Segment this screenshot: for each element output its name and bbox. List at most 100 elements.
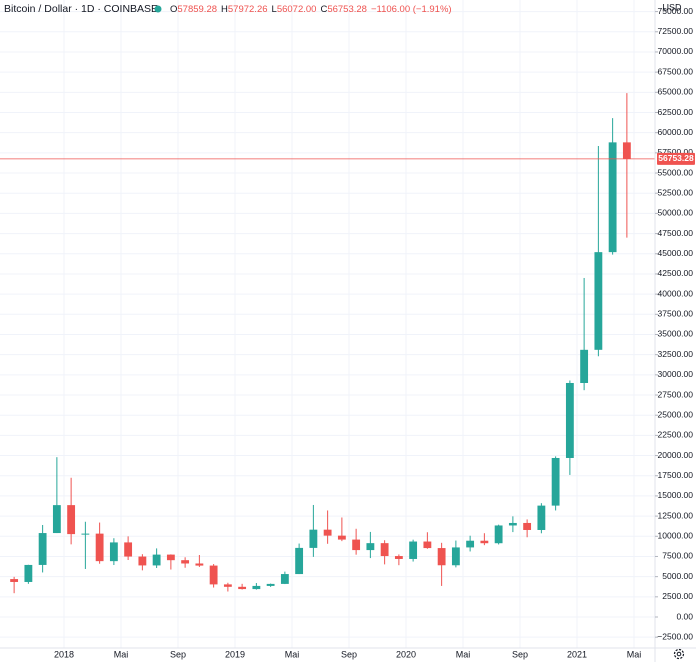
y-tick-label: 12500.00 xyxy=(658,510,694,520)
candle-body xyxy=(565,382,574,458)
candle-body xyxy=(337,535,346,540)
y-tick-label: 57500.00 xyxy=(658,147,694,157)
y-tick-label: 40000.00 xyxy=(658,288,694,298)
y-tick-label: 52500.00 xyxy=(658,187,694,197)
y-tick-label: 45000.00 xyxy=(658,248,694,258)
candle-body xyxy=(622,142,631,159)
candle-body xyxy=(95,533,104,562)
y-tick-label: 0.00 xyxy=(676,611,693,621)
ohlc-key: H xyxy=(221,4,228,15)
candle-body xyxy=(52,505,61,534)
candle-body xyxy=(537,505,546,530)
x-tick-label: Sep xyxy=(341,649,357,659)
y-tick-label: 20000.00 xyxy=(658,450,694,460)
grid xyxy=(0,0,655,648)
candle-body xyxy=(209,565,218,585)
candle-body xyxy=(594,252,603,350)
y-tick-label: 55000.00 xyxy=(658,167,694,177)
y-tick-label: 15000.00 xyxy=(658,490,694,500)
y-tick-label: 67500.00 xyxy=(658,66,694,76)
ohlc-key: O xyxy=(170,4,177,15)
y-tick-label: 2500.00 xyxy=(662,591,693,601)
candle-body xyxy=(494,525,503,544)
y-tick-label: 25000.00 xyxy=(658,409,694,419)
candle-body xyxy=(352,539,361,551)
ohlc-key: L xyxy=(272,4,277,15)
candle-body xyxy=(437,548,446,566)
candle-body xyxy=(380,543,389,557)
candle-body xyxy=(166,554,175,561)
y-tick-label: 27500.00 xyxy=(658,389,694,399)
x-tick-label: Mai xyxy=(114,649,129,659)
x-tick-label: 2018 xyxy=(54,649,74,659)
y-tick-label: 22500.00 xyxy=(658,430,694,440)
candle-body xyxy=(252,585,261,590)
gear-inner[interactable] xyxy=(676,651,682,657)
candle-body xyxy=(551,457,560,506)
ohlc-value: 57972.26 xyxy=(228,4,268,15)
y-tick-label: 47500.00 xyxy=(658,228,694,238)
candle-body xyxy=(295,547,304,575)
x-tick-label: Sep xyxy=(512,649,528,659)
candle-body xyxy=(266,583,275,586)
x-tick-label: 2019 xyxy=(225,649,245,659)
ohlc-value: 56753.28 xyxy=(327,4,367,15)
market-status xyxy=(154,5,162,13)
candle-body xyxy=(409,541,418,559)
x-tick-label: 2020 xyxy=(396,649,416,659)
y-tick-label: 5000.00 xyxy=(662,571,693,581)
candle-body xyxy=(608,142,617,253)
y-tick-label: 7500.00 xyxy=(662,551,693,561)
gear-outer[interactable] xyxy=(673,648,685,660)
x-tick-label: Sep xyxy=(170,649,186,659)
y-tick-label: 62500.00 xyxy=(658,107,694,117)
axis-labels: −2500.00 0.00 2500.00 5000.00 7500.00 10000.0… xyxy=(54,6,695,659)
candle-body xyxy=(109,542,118,562)
y-tick-label: 50000.00 xyxy=(658,208,694,218)
candle-body xyxy=(38,533,47,565)
currency: USD xyxy=(662,2,682,12)
ohlc-key: C xyxy=(320,4,327,15)
y-tick-label: −2500.00 xyxy=(657,631,693,641)
ohlc-value: 57859.28 xyxy=(177,4,217,15)
candles xyxy=(0,93,655,594)
candle-body xyxy=(480,540,489,544)
y-tick-label: 17500.00 xyxy=(658,470,694,480)
candle-body xyxy=(238,586,247,590)
ohlc-legend: O57859.28 H57972.26 L56072.00 C56753.28 −110… xyxy=(170,4,452,15)
x-tick-label: Mai xyxy=(285,649,300,659)
candle-body xyxy=(67,505,76,535)
candle-body xyxy=(451,547,460,566)
last-price-label: 56753.28 xyxy=(658,153,694,163)
candle-body xyxy=(366,543,375,551)
symbol-title: Bitcoin / Dollar · 1D · COINBASE xyxy=(4,3,158,15)
candle-body xyxy=(152,554,161,566)
x-tick-label: Mai xyxy=(456,649,471,659)
y-tick-label: 72500.00 xyxy=(658,26,694,36)
candle-body xyxy=(423,541,432,549)
y-tick-label: 70000.00 xyxy=(658,46,694,56)
settings-icon[interactable] xyxy=(673,648,685,660)
y-tick-label: 65000.00 xyxy=(658,87,694,97)
y-tick-label: 10000.00 xyxy=(658,531,694,541)
y-tick-label: 37500.00 xyxy=(658,309,694,319)
change: −1106.00 (−1.91%) xyxy=(371,4,452,15)
y-tick-label: 32500.00 xyxy=(658,349,694,359)
candle-body xyxy=(138,556,147,566)
candle-body xyxy=(394,556,403,559)
y-tick-label: 60000.00 xyxy=(658,127,694,137)
candle-body xyxy=(81,533,90,535)
candle-body xyxy=(508,522,517,526)
candle-body xyxy=(323,529,332,536)
candle-body xyxy=(523,522,532,530)
y-tick-label: 30000.00 xyxy=(658,369,694,379)
candle-body xyxy=(181,560,190,564)
candle-body xyxy=(124,542,133,557)
last-price-tag xyxy=(657,152,695,165)
x-tick-label: Mai xyxy=(627,649,642,659)
x-tick-label: 2021 xyxy=(567,649,587,659)
y-tick-label: 75000.00 xyxy=(658,6,694,16)
candle-body xyxy=(280,574,289,584)
candle-body xyxy=(10,579,19,582)
